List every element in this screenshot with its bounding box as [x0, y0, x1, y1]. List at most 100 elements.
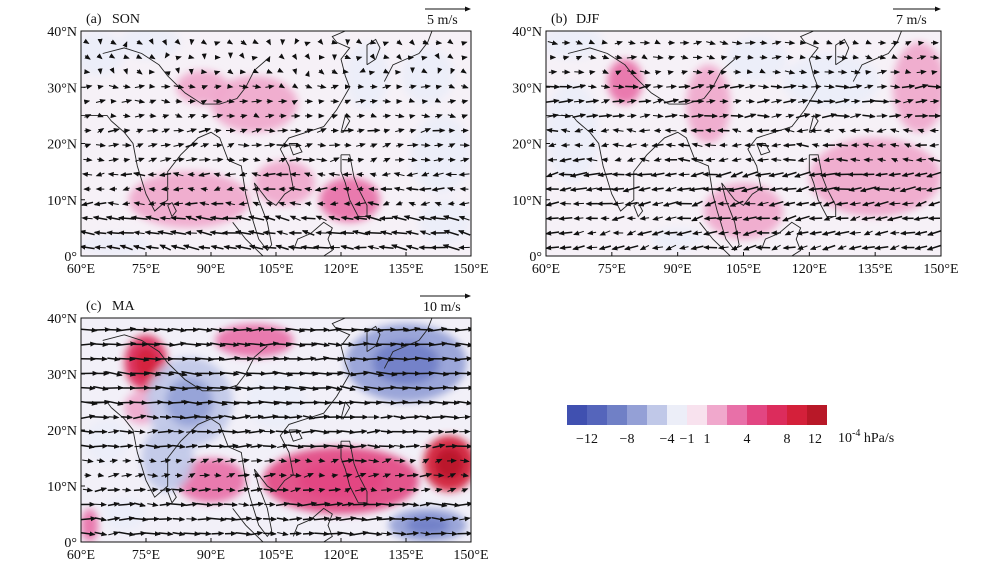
omega-anomaly-cell: [85, 418, 129, 464]
coastline: [340, 401, 351, 420]
wind-vector: [134, 429, 146, 435]
wind-vector: [717, 245, 729, 251]
wind-vector: [97, 157, 105, 162]
panel-a-label: (a): [86, 12, 102, 27]
wind-vector: [382, 142, 392, 148]
wind-vector: [81, 516, 97, 522]
wind-vector: [418, 327, 434, 333]
y-tick-label: 40°N: [512, 25, 542, 40]
wind-vector: [601, 54, 610, 60]
wind-vector: [823, 127, 834, 133]
wind-vector: [121, 472, 133, 478]
y-tick-label: 20°N: [512, 138, 542, 153]
wind-vector: [381, 458, 392, 464]
wind-vector: [148, 200, 157, 206]
wind-vector: [903, 98, 914, 104]
wind-vector: [200, 186, 208, 192]
wind-vector: [420, 201, 430, 206]
wind-vector: [173, 84, 185, 90]
wind-vector: [340, 230, 355, 236]
wind-vector: [223, 244, 237, 250]
wind-vector: [589, 70, 596, 75]
wind-vector: [300, 501, 318, 507]
wind-vector: [782, 157, 796, 163]
wind-vector: [732, 40, 743, 46]
wind-vector: [931, 70, 938, 76]
wind-vector: [421, 157, 431, 163]
wind-vector: [824, 84, 835, 90]
wind-vector: [420, 128, 432, 133]
wind-vector: [276, 230, 288, 236]
wind-vector: [170, 502, 187, 508]
wind-vector: [147, 487, 159, 493]
wind-vector: [664, 186, 677, 192]
wind-vector: [624, 172, 638, 177]
wind-vector: [276, 516, 290, 522]
wind-vector: [772, 40, 782, 46]
wind-vector: [240, 113, 248, 119]
wind-vector: [299, 371, 319, 377]
wind-vector: [94, 245, 106, 251]
wind-vector: [703, 230, 718, 236]
wind-vector: [784, 230, 794, 236]
wind-vector: [278, 53, 285, 60]
colorbar-cell: [567, 405, 587, 425]
wind-vector: [354, 458, 368, 464]
wind-vector: [877, 69, 888, 75]
wind-vector: [160, 487, 172, 493]
wind-vector: [838, 128, 846, 134]
wind-vector: [370, 157, 378, 163]
wind-vector: [850, 69, 861, 75]
wind-vector: [304, 41, 311, 47]
wind-vector: [108, 84, 119, 90]
wind-vector: [890, 158, 899, 163]
wind-vector: [691, 200, 703, 207]
wind-vector: [409, 458, 417, 464]
wind-vector: [185, 230, 197, 236]
wind-vector: [304, 128, 314, 134]
wind-vector: [888, 186, 901, 192]
wind-vector: [575, 55, 583, 61]
x-tick-label: 75°E: [132, 548, 160, 563]
wind-vector: [406, 472, 419, 478]
wind-vector: [365, 531, 383, 537]
wind-vector: [302, 157, 316, 163]
wind-vector: [826, 39, 833, 45]
wind-vector: [665, 113, 678, 119]
wind-vector: [291, 53, 298, 60]
wind-vector: [305, 83, 313, 89]
wind-vector: [394, 443, 406, 449]
wind-vector: [186, 157, 198, 163]
wind-vector: [794, 171, 811, 178]
wind-vector: [149, 99, 157, 105]
wind-vector: [82, 458, 94, 464]
colorbar-unit: 10-4 hPa/s: [838, 428, 894, 446]
wind-vector: [889, 142, 900, 148]
wind-vector: [852, 39, 860, 45]
wind-vector: [379, 502, 395, 508]
wind-vector: [260, 356, 280, 362]
panel-b-label: (b): [551, 12, 568, 27]
wind-vector: [717, 84, 731, 89]
wind-vector: [679, 245, 689, 250]
omega-anomaly-cell: [128, 171, 250, 228]
wind-vector: [96, 53, 103, 60]
wind-vector: [91, 399, 111, 405]
wind-vector: [313, 501, 331, 507]
wind-vector: [625, 84, 639, 90]
wind-vector: [123, 68, 128, 75]
wind-vector: [288, 186, 302, 192]
wind-vector: [81, 172, 93, 177]
wind-vector: [569, 186, 588, 192]
wind-vector: [390, 327, 410, 333]
wind-vector: [277, 531, 289, 537]
wind-vector: [611, 186, 625, 192]
wind-vector: [287, 444, 304, 450]
wind-vector: [458, 171, 470, 177]
wind-vector: [149, 458, 157, 463]
x-tick-label: 135°E: [388, 548, 423, 563]
wind-vector: [601, 99, 611, 104]
wind-vector: [157, 371, 175, 377]
wind-vector: [147, 472, 159, 478]
wind-vector: [331, 39, 338, 45]
